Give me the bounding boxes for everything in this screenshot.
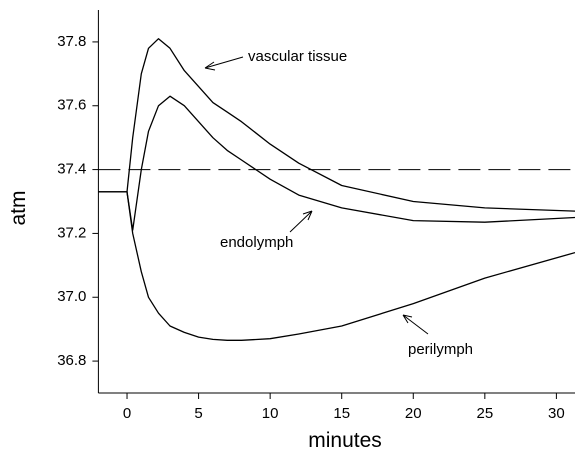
series-line (98, 95, 575, 231)
series-line (98, 191, 575, 341)
x-tick-label: 15 (333, 405, 350, 422)
y-tick-label: 36.8 (57, 352, 86, 369)
x-tick-label: 20 (405, 405, 422, 422)
y-tick-label: 37.4 (57, 161, 86, 178)
y-axis-title: atm (7, 190, 30, 225)
x-tick-label: 30 (548, 405, 565, 422)
annotation-arrows (204, 56, 429, 335)
x-tick-label: 5 (194, 405, 202, 422)
y-tick-label: 37.6 (57, 97, 86, 114)
series-label: perilymph (408, 341, 473, 358)
y-tick-label: 37.8 (57, 33, 86, 50)
series-label: vascular tissue (248, 48, 347, 65)
x-tick-label: 10 (262, 405, 279, 422)
series-line (98, 38, 575, 212)
x-tick-label: 0 (123, 405, 131, 422)
x-axis-title: minutes (308, 429, 382, 452)
y-tick-label: 37.2 (57, 224, 86, 241)
y-tick-label: 37.0 (57, 288, 86, 305)
series-label: endolymph (220, 234, 293, 251)
x-tick-label: 25 (476, 405, 493, 422)
